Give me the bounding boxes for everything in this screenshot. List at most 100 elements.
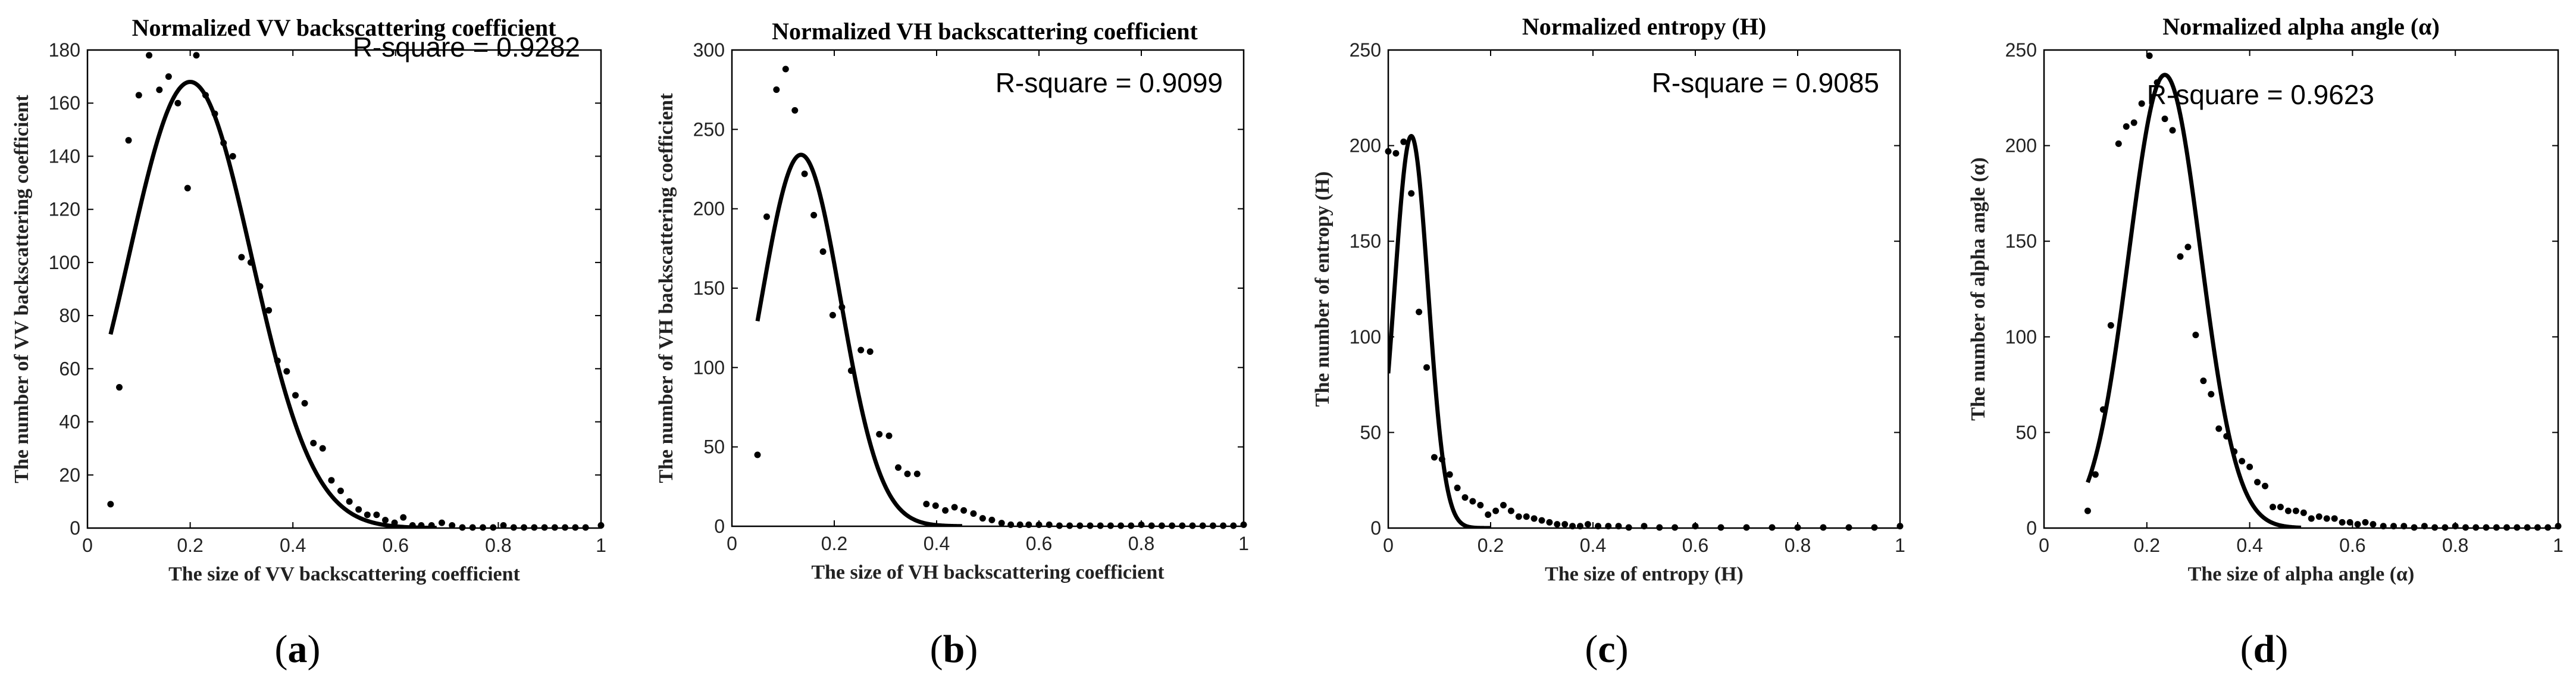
data-point	[2115, 140, 2122, 147]
data-point	[2555, 523, 2562, 530]
data-point	[932, 502, 939, 509]
y-tick-label: 0	[2026, 517, 2037, 539]
data-point	[2092, 471, 2099, 478]
data-point	[156, 86, 163, 93]
r-square-annotation: R-square = 0.9623	[2147, 79, 2374, 110]
data-point	[1385, 148, 1392, 155]
panel-label: (d)	[2240, 627, 2289, 671]
data-point	[2231, 448, 2238, 455]
data-point	[1477, 501, 1484, 508]
x-tick-label: 1	[1895, 535, 1905, 556]
data-point	[1007, 521, 1015, 528]
y-tick-label: 50	[2015, 422, 2037, 443]
data-point	[876, 430, 883, 438]
y-axis-label: The number of VH backscattering coeffici…	[655, 93, 677, 483]
panel-label: (b)	[930, 627, 978, 671]
data-point	[418, 522, 425, 529]
data-point	[2331, 515, 2338, 522]
data-point	[2146, 52, 2153, 60]
data-point	[391, 519, 398, 526]
x-tick-label: 0	[82, 535, 93, 556]
data-point	[1076, 522, 1084, 529]
data-point	[541, 524, 548, 531]
y-tick-label: 100	[49, 252, 80, 273]
y-axis-label: The number of entropy (H)	[1312, 171, 1334, 407]
data-point	[1769, 524, 1776, 531]
data-point	[998, 520, 1005, 527]
chart-title: Normalized alpha angle (α)	[2162, 13, 2440, 40]
data-point	[1615, 523, 1622, 530]
data-point	[2452, 523, 2459, 530]
data-point	[1016, 521, 1023, 528]
data-point	[2421, 523, 2428, 530]
data-point	[1169, 522, 1176, 529]
data-point	[265, 307, 273, 314]
data-point	[283, 368, 290, 375]
data-point	[1794, 524, 1801, 531]
r-square-annotation: R-square = 0.9282	[353, 32, 580, 63]
y-tick-label: 160	[49, 92, 80, 114]
data-point	[1692, 523, 1699, 530]
data-point	[1148, 522, 1155, 529]
data-point	[220, 139, 227, 146]
data-point	[597, 522, 605, 529]
data-point	[193, 52, 200, 59]
axes-frame	[731, 49, 1245, 527]
data-point	[1431, 454, 1438, 461]
data-point	[2390, 523, 2397, 530]
y-tick-label: 200	[1350, 135, 1381, 157]
x-axis-label: The size of entropy (H)	[1545, 563, 1744, 585]
data-point	[2524, 524, 2531, 531]
data-point	[409, 522, 416, 529]
y-tick-label: 150	[1350, 230, 1381, 252]
data-point	[2544, 524, 2552, 531]
data-point	[1845, 524, 1852, 531]
x-axis-label: The size of alpha angle (α)	[2188, 563, 2415, 585]
data-point	[355, 506, 362, 513]
data-point	[229, 152, 236, 160]
data-point	[328, 477, 335, 484]
data-point	[202, 92, 209, 99]
data-point	[1400, 138, 1407, 145]
data-point	[521, 524, 528, 531]
data-point	[2292, 507, 2299, 514]
data-point	[1820, 524, 1827, 531]
data-point	[951, 504, 958, 511]
data-point	[2254, 479, 2261, 486]
data-point	[1066, 522, 1073, 529]
y-tick-label: 100	[1350, 326, 1381, 348]
data-point	[1554, 521, 1561, 528]
data-point	[373, 511, 380, 519]
data-point	[2161, 115, 2168, 123]
data-point	[2503, 524, 2511, 531]
data-point	[292, 392, 299, 399]
data-point	[1871, 524, 1878, 531]
x-tick-label: 0	[727, 533, 737, 554]
r-square-annotation: R-square = 0.9099	[996, 67, 1223, 98]
data-point	[1492, 507, 1500, 514]
data-point	[1523, 513, 1530, 520]
fit-curve	[108, 80, 438, 528]
data-point	[582, 524, 589, 531]
data-point	[2362, 519, 2369, 526]
data-point	[2184, 243, 2192, 251]
data-point	[810, 211, 818, 218]
data-point	[970, 510, 977, 517]
data-point	[1641, 523, 1648, 530]
data-point	[2130, 119, 2137, 126]
x-tick-label: 0.6	[1026, 533, 1052, 554]
data-point	[988, 516, 996, 523]
data-point	[146, 52, 153, 59]
x-tick-label: 0	[1383, 535, 1394, 556]
data-point	[960, 507, 968, 514]
x-tick-label: 0.8	[1128, 533, 1154, 554]
data-point	[923, 501, 930, 508]
data-point	[1538, 517, 1545, 524]
x-tick-label: 1	[596, 535, 606, 556]
y-tick-label: 20	[59, 464, 80, 486]
y-tick-label: 180	[49, 39, 80, 61]
data-point	[1179, 522, 1186, 529]
data-point	[116, 384, 123, 391]
data-point	[256, 283, 264, 290]
data-point	[1485, 511, 1492, 519]
